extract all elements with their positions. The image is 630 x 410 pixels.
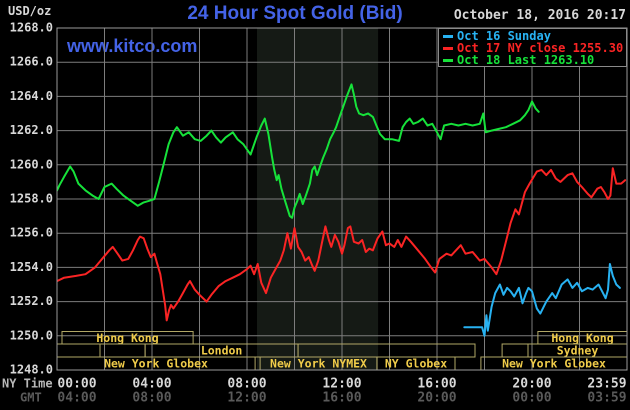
x-tick-gmt: 00:00: [512, 391, 551, 406]
red-line-swatch-icon: [443, 46, 453, 50]
x-tick-ny: 16:00: [417, 377, 456, 392]
session-label: Hong Kong: [551, 331, 613, 345]
session-label: Sydney: [557, 344, 599, 358]
legend-item-2: Oct 18 Last 1263.10: [443, 54, 626, 66]
series-oct-17-ny-close-1255-30: [57, 167, 627, 322]
y-tick-label: 1252.0: [10, 294, 53, 308]
y-tick-label: 1256.0: [10, 226, 53, 240]
session-box: [501, 343, 529, 358]
plot-border: [56, 27, 628, 371]
y-tick-label: 1266.0: [10, 55, 53, 69]
x-tick-ny: 08:00: [227, 377, 266, 392]
session-label: Hong Kong: [96, 331, 158, 345]
x-tick-ny: 04:00: [132, 377, 171, 392]
series-oct-16-sunday: [463, 263, 621, 337]
y-tick-label: 1260.0: [10, 157, 53, 171]
legend-item-1: Oct 17 NY close 1255.30: [443, 42, 626, 54]
x-tick-gmt: 12:00: [227, 391, 266, 406]
legend-label-oct18: Oct 18 Last 1263.10: [457, 53, 595, 67]
session-label: London: [201, 344, 243, 358]
session-label: New York Globex: [502, 357, 606, 371]
y-tick-label: 1258.0: [10, 192, 53, 206]
kitco-watermark-link[interactable]: www.kitco.com: [67, 36, 198, 56]
x-tick-ny: 23:59: [587, 377, 626, 392]
y-axis-units-label: USD/oz: [8, 4, 52, 18]
gmt-axis-label: GMT: [20, 391, 42, 405]
chart-title: 24 Hour Spot Gold (Bid): [187, 3, 403, 24]
y-tick-label: 1268.0: [10, 21, 53, 35]
chart-legend: Oct 16 Sunday Oct 17 NY close 1255.30 Oc…: [438, 28, 627, 67]
cyan-line-swatch-icon: [443, 34, 453, 38]
x-tick-ny: 12:00: [322, 377, 361, 392]
x-tick-ny: 00:00: [57, 377, 96, 392]
session-box: [99, 343, 146, 358]
x-tick-ny: 20:00: [512, 377, 551, 392]
x-tick-gmt: 08:00: [132, 391, 171, 406]
legend-item-0: Oct 16 Sunday: [443, 30, 626, 42]
session-box: [56, 343, 101, 358]
x-tick-gmt: 04:00: [57, 391, 96, 406]
y-tick-label: 1254.0: [10, 260, 53, 274]
session-label: New York NYMEX: [270, 357, 367, 371]
green-line-swatch-icon: [443, 58, 453, 62]
y-tick-label: 1262.0: [10, 123, 53, 137]
session-label: NY Globex: [385, 357, 447, 371]
ny-time-axis-label: NY Time: [2, 377, 53, 391]
chart-timestamp: October 18, 2016 20:17: [453, 8, 626, 23]
y-tick-label: 1248.0: [10, 363, 53, 377]
x-tick-gmt: 20:00: [417, 391, 456, 406]
session-label: New York Globex: [104, 357, 208, 371]
x-tick-gmt: 16:00: [322, 391, 361, 406]
legend-label-oct17: Oct 17 NY close 1255.30: [457, 41, 624, 55]
legend-label-oct16: Oct 16 Sunday: [457, 29, 551, 43]
y-tick-label: 1250.0: [10, 328, 53, 342]
x-tick-gmt: 03:59: [587, 391, 626, 406]
y-tick-label: 1264.0: [10, 89, 53, 103]
series-oct-18-last-1263-10: [57, 83, 540, 219]
